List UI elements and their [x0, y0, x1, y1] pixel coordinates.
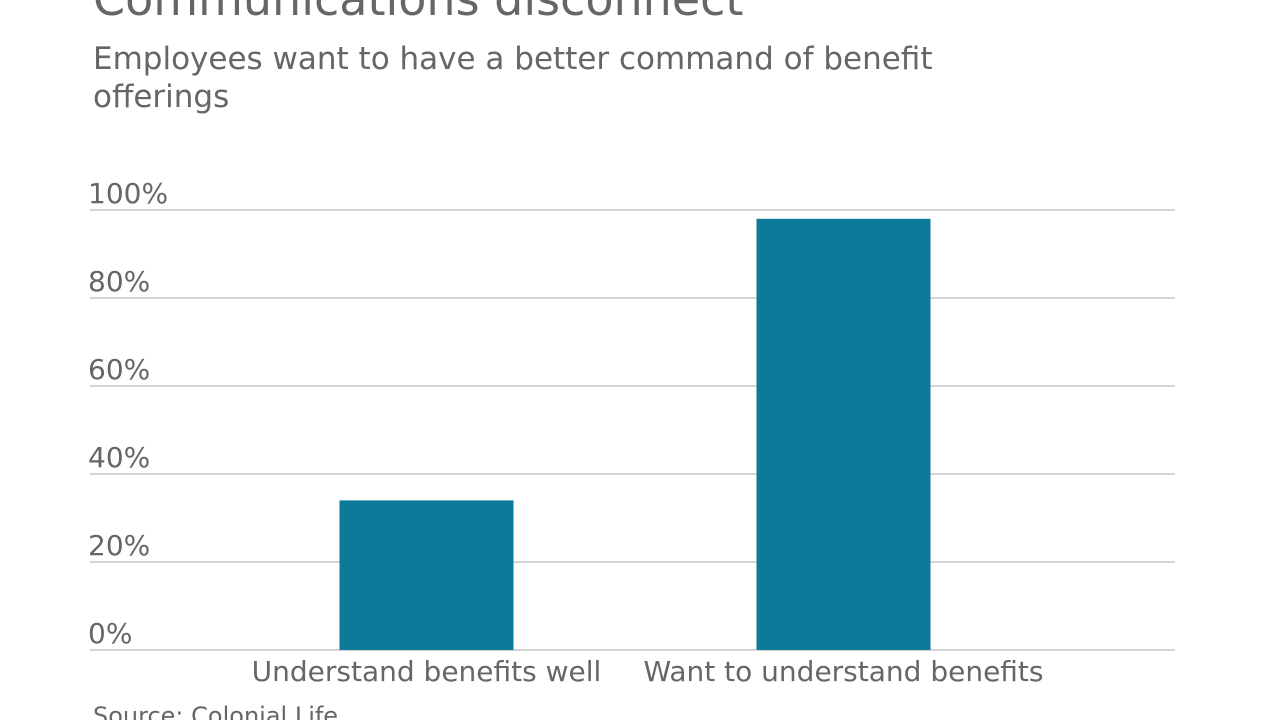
x-tick-label: Understand benefits well [251, 655, 602, 688]
y-tick-label: 20% [88, 529, 150, 562]
source-note: Source: Colonial Life [93, 702, 339, 720]
bar [339, 500, 514, 650]
x-tick-label: Want to understand benefits [643, 655, 1044, 688]
y-tick-label: 0% [88, 617, 132, 650]
y-tick-label: 100% [88, 177, 168, 210]
y-tick-label: 60% [88, 353, 150, 386]
chart-title: Communications disconnect [93, 0, 743, 22]
bar [756, 218, 931, 651]
y-tick-label: 40% [88, 441, 150, 474]
y-tick-label: 80% [88, 265, 150, 298]
chart-subtitle: Employees want to have a better command … [93, 41, 933, 115]
